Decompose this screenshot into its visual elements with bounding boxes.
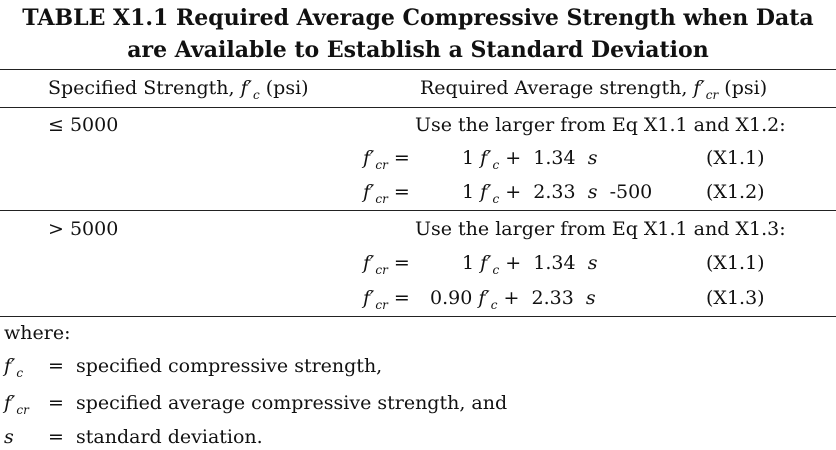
equation-ref: (X1.2) bbox=[706, 181, 765, 203]
equation-lhs: f′cr = bbox=[363, 147, 410, 172]
equation-rhs: 1 f′c + 2.33 s -500 bbox=[462, 181, 653, 206]
equation-rhs: 1 f′c + 1.34 s bbox=[462, 252, 598, 277]
definition-fcr-symbol: f′cr bbox=[4, 392, 29, 417]
equation-ref: (X1.1) bbox=[706, 252, 765, 274]
section-rule bbox=[0, 210, 836, 211]
equation-lhs: f′cr = bbox=[363, 181, 410, 206]
definition-fc-text: = specified compressive strength, bbox=[48, 355, 383, 377]
where-label: where: bbox=[4, 322, 71, 344]
top-rule bbox=[0, 69, 836, 70]
equation-lhs: f′cr = bbox=[363, 287, 410, 312]
equation-rhs: 0.90 f′c + 2.33 s bbox=[430, 287, 596, 312]
condition-le-5000: ≤ 5000 bbox=[48, 114, 119, 136]
definition-fcr-text: = specified average compressive strength… bbox=[48, 392, 508, 414]
header-required-average-strength: Required Average strength, f′cr (psi) bbox=[420, 77, 768, 102]
header-rule bbox=[0, 107, 836, 108]
condition-gt-5000: > 5000 bbox=[48, 218, 119, 240]
bottom-rule bbox=[0, 316, 836, 317]
definition-s-text: = standard deviation. bbox=[48, 426, 263, 448]
instruction-section-1: Use the larger from Eq X1.1 and X1.2: bbox=[415, 114, 786, 136]
definition-s-symbol: s bbox=[4, 426, 14, 448]
equation-lhs: f′cr = bbox=[363, 252, 410, 277]
equation-rhs: 1 f′c + 1.34 s bbox=[462, 147, 598, 172]
table-title-line-2: are Available to Establish a Standard De… bbox=[127, 37, 709, 63]
header-specified-strength: Specified Strength, f′c (psi) bbox=[48, 77, 309, 102]
instruction-section-2: Use the larger from Eq X1.1 and X1.3: bbox=[415, 218, 786, 240]
equation-ref: (X1.1) bbox=[706, 147, 765, 169]
definition-fc-symbol: f′c bbox=[4, 355, 24, 380]
table-title-line-1: TABLE X1.1 Required Average Compressive … bbox=[22, 5, 814, 31]
equation-ref: (X1.3) bbox=[706, 287, 765, 309]
